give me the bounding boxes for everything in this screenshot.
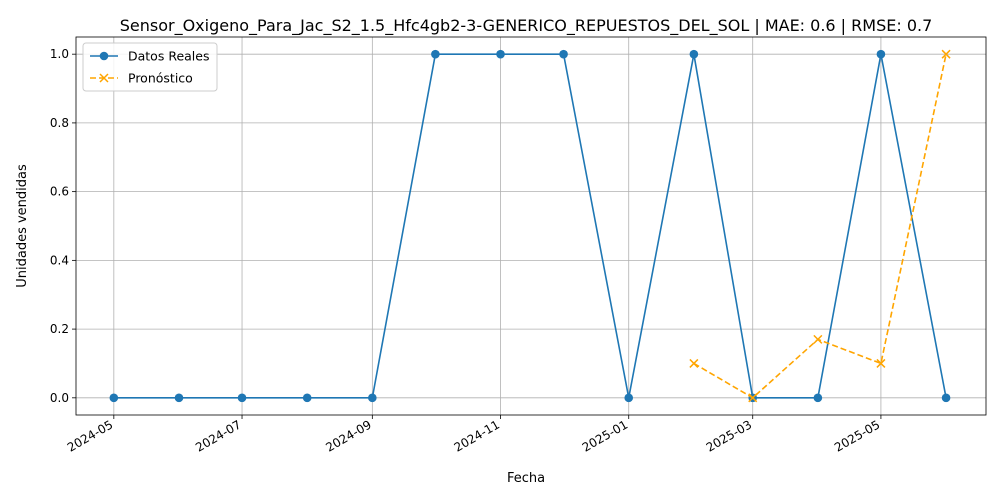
data-point bbox=[237, 393, 247, 403]
legend-label: Pronóstico bbox=[128, 71, 193, 86]
y-axis-label: Unidades vendidas bbox=[15, 164, 30, 288]
x-tick-label: 2024-09 bbox=[323, 417, 373, 454]
x-tick: 2024-05 bbox=[65, 415, 115, 455]
data-point bbox=[624, 393, 634, 403]
legend-item: Datos Reales bbox=[90, 49, 209, 64]
x-tick: 2025-05 bbox=[832, 415, 882, 455]
x-tick: 2025-03 bbox=[704, 415, 754, 455]
plot-frame bbox=[75, 36, 987, 416]
data-point bbox=[748, 393, 758, 403]
y-tick-label: 0.4 bbox=[50, 253, 69, 267]
x-tick-label: 2024-07 bbox=[193, 417, 243, 454]
x-tick: 2025-01 bbox=[580, 415, 630, 455]
x-tick-label: 2025-05 bbox=[832, 417, 882, 454]
legend-label: Datos Reales bbox=[128, 49, 209, 64]
data-point bbox=[174, 393, 184, 403]
y-tick-label: 0.0 bbox=[50, 391, 69, 405]
data-point bbox=[109, 393, 119, 403]
data-point bbox=[99, 51, 109, 61]
data-point bbox=[559, 49, 568, 59]
data-point bbox=[813, 334, 823, 344]
series-line bbox=[693, 54, 947, 399]
y-tick-label: 0.8 bbox=[50, 116, 69, 130]
legend: Datos Reales Pronóstico bbox=[82, 42, 218, 92]
y-tick: 1.0 bbox=[50, 47, 76, 61]
chart-title: Sensor_Oxigeno_Para_Jac_S2_1.5_Hfc4gb2-3… bbox=[120, 16, 933, 36]
data-point bbox=[941, 49, 951, 59]
data-point bbox=[368, 393, 377, 403]
x-tick: 2024-11 bbox=[452, 415, 502, 455]
data-point bbox=[302, 393, 312, 403]
y-tick: 0.8 bbox=[50, 116, 76, 130]
y-tick: 0.0 bbox=[50, 391, 76, 405]
x-tick-label: 2025-03 bbox=[704, 417, 754, 454]
y-tick-label: 0.2 bbox=[50, 322, 69, 336]
legend-box bbox=[82, 42, 218, 92]
data-point bbox=[496, 49, 505, 59]
x-tick-label: 2024-11 bbox=[452, 417, 502, 454]
data-point bbox=[876, 49, 886, 59]
y-tick: 0.4 bbox=[50, 253, 76, 267]
series-line bbox=[113, 53, 947, 399]
x-tick: 2024-07 bbox=[193, 415, 244, 455]
series-forecast bbox=[689, 49, 951, 403]
legend-item: Pronóstico bbox=[90, 71, 193, 86]
data-point bbox=[813, 393, 823, 403]
x-axis: 2024-05 2024-07 2024-09 2024-11 2025-01 2025-… bbox=[65, 415, 882, 455]
y-axis: 0.0 0.2 0.4 0.6 0.8 1.0 bbox=[50, 47, 76, 405]
series-actual bbox=[109, 49, 951, 403]
data-point bbox=[99, 73, 109, 83]
x-tick-label: 2025-01 bbox=[580, 417, 630, 454]
data-point bbox=[876, 358, 886, 368]
y-tick-label: 0.6 bbox=[50, 185, 69, 199]
y-tick: 0.2 bbox=[50, 322, 76, 336]
x-tick: 2024-09 bbox=[323, 415, 374, 455]
x-tick-label: 2024-05 bbox=[65, 417, 115, 454]
series-layer bbox=[109, 49, 951, 403]
data-point bbox=[689, 358, 699, 368]
data-point bbox=[431, 49, 440, 59]
y-tick: 0.6 bbox=[50, 185, 76, 199]
data-point bbox=[689, 49, 699, 59]
data-point bbox=[941, 393, 951, 403]
y-tick-label: 1.0 bbox=[50, 47, 69, 61]
x-axis-label: Fecha bbox=[507, 471, 545, 486]
